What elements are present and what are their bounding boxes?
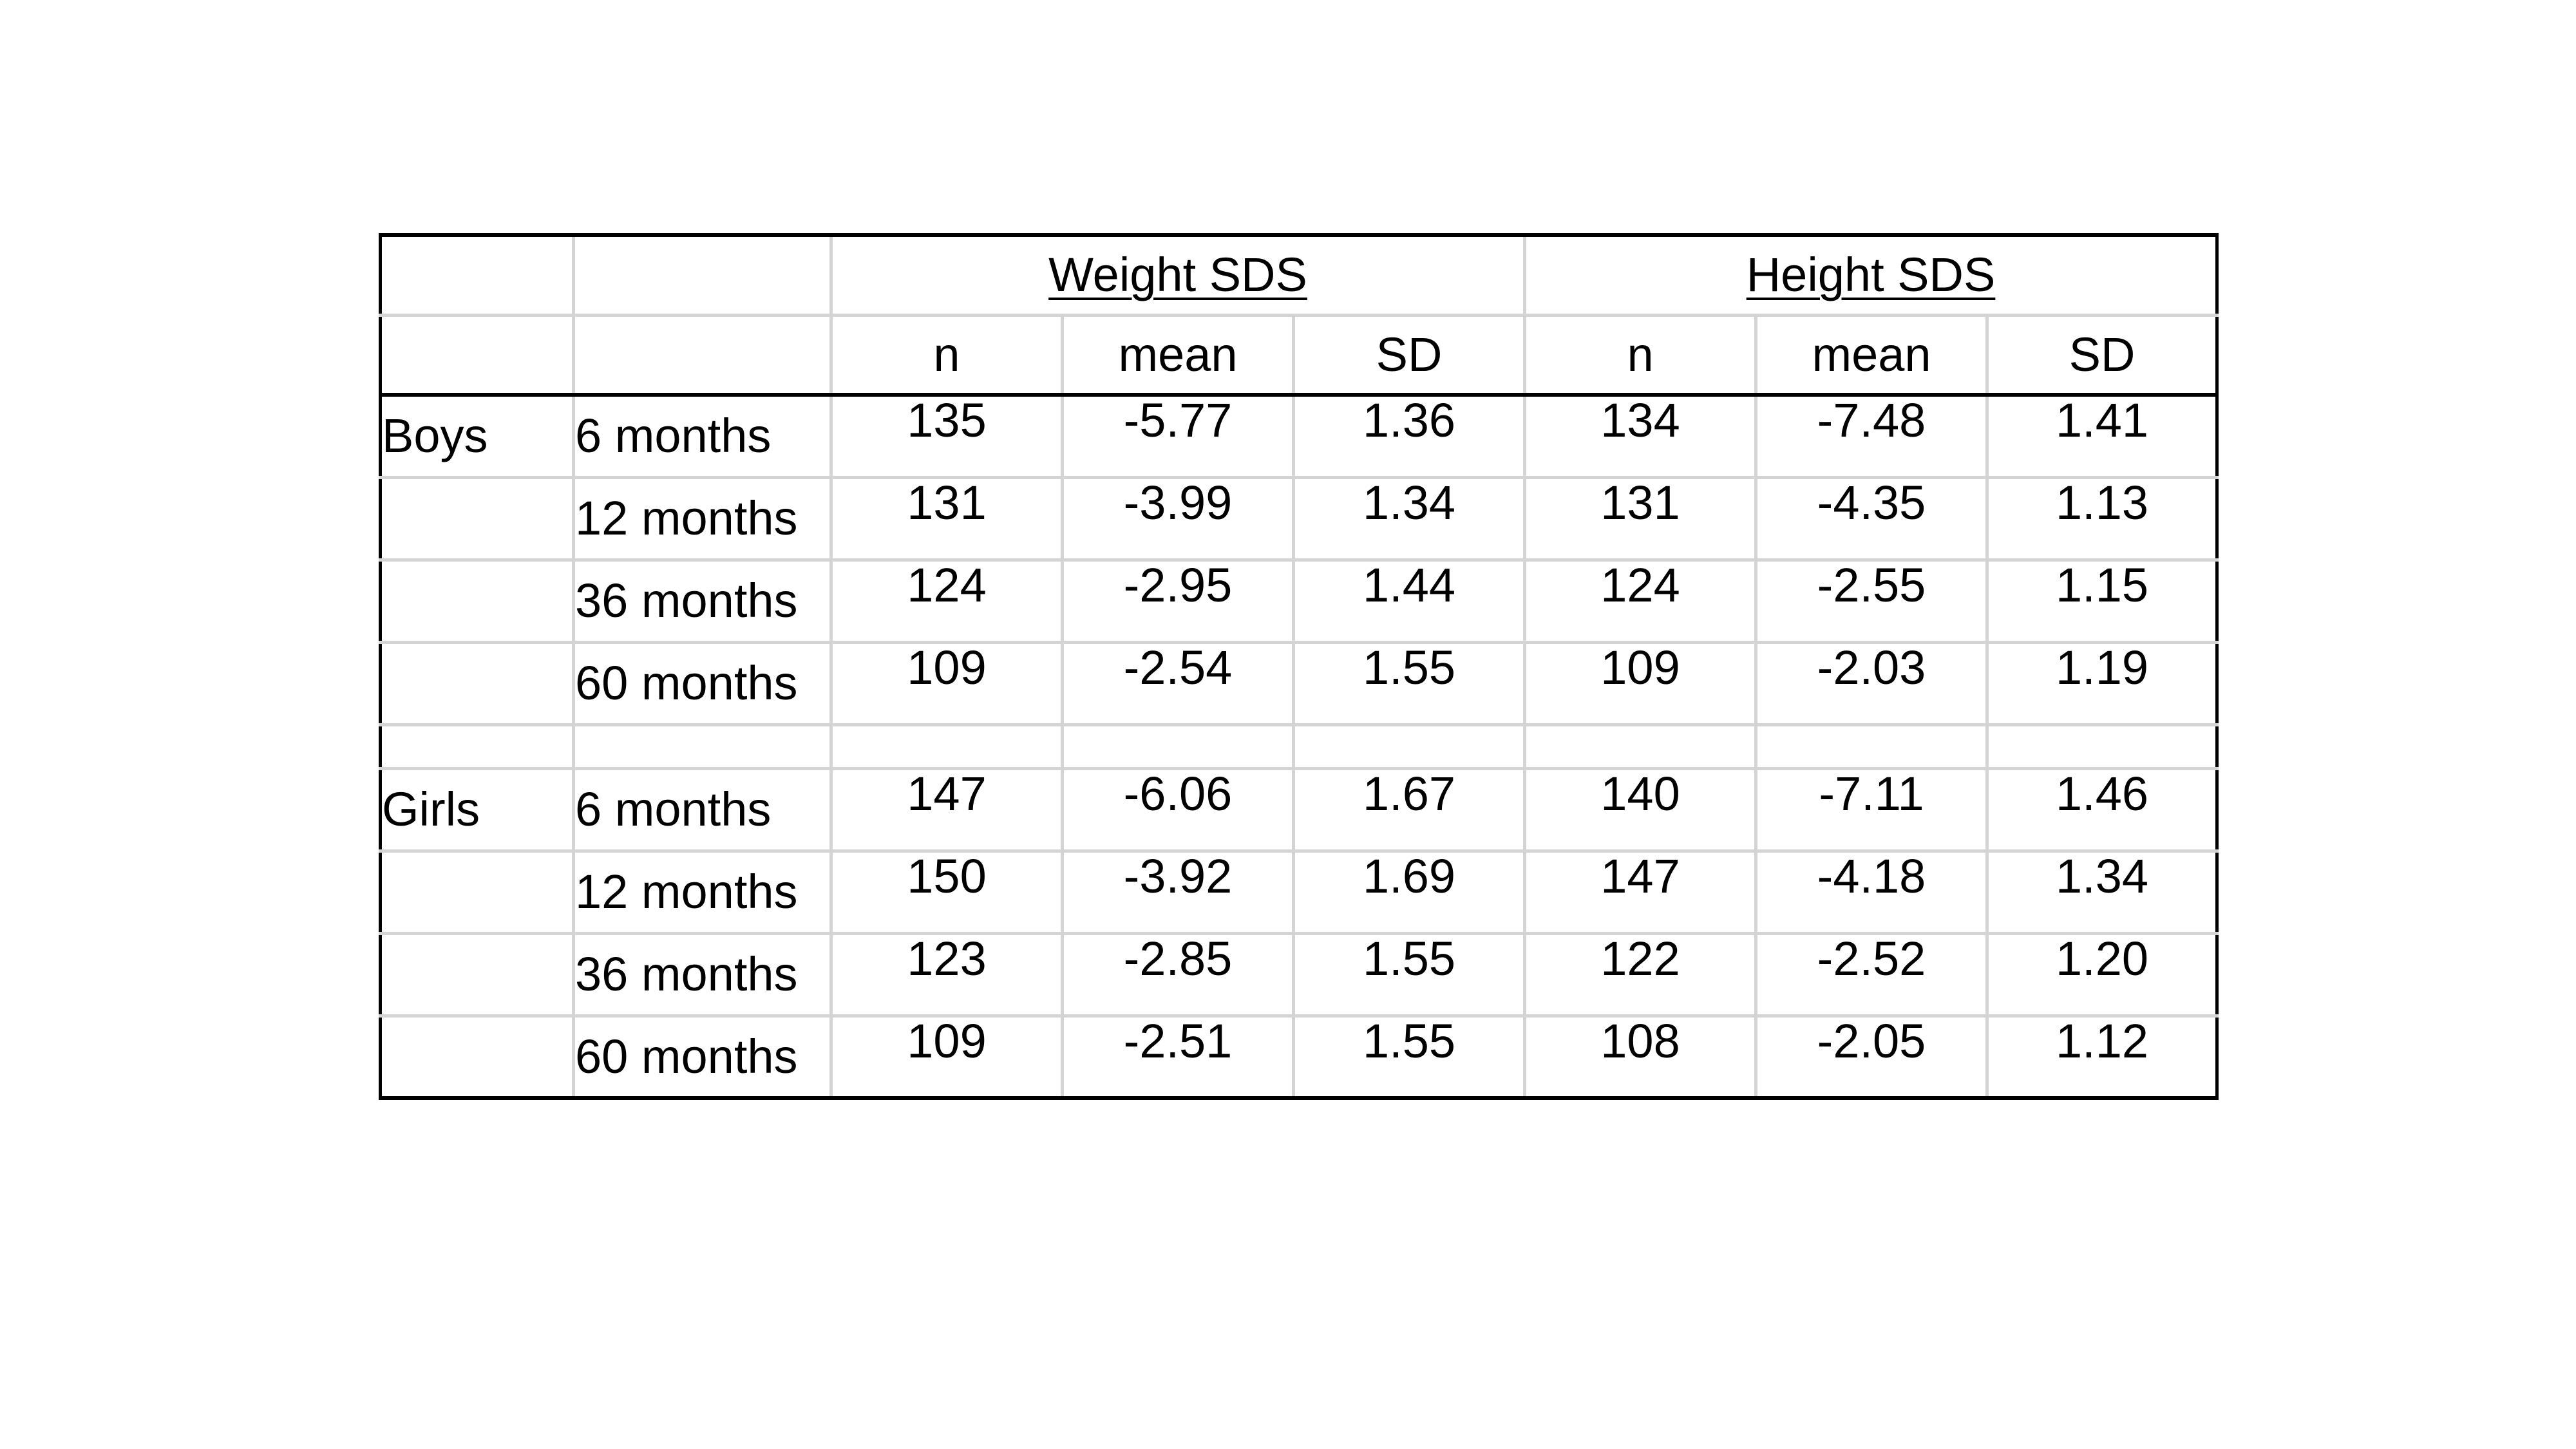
age-label: 36 months [572,931,833,1018]
height-mean-cell: -2.55 [1754,558,1989,644]
weight-n-cell: 109 [829,640,1064,726]
height-sd-cell: 1.19 [1985,640,2219,726]
height-mean-cell: -4.35 [1754,475,1989,562]
weight-n-cell: 147 [829,766,1064,853]
table-row: 60 months 109 -2.51 1.55 108 -2.05 1.12 [379,1014,2219,1100]
height-n-cell: 131 [1523,475,1758,562]
section-label-boys: Boys [379,393,575,479]
age-label: 6 months [572,766,833,853]
group-header-row: Weight SDS Height SDS [379,233,2219,317]
table-row: 12 months 150 -3.92 1.69 147 -4.18 1.34 [379,849,2219,935]
weight-sds-header: Weight SDS [829,233,1527,317]
weight-sd-cell: 1.69 [1291,849,1527,935]
height-n-cell: 134 [1523,393,1758,479]
age-label: 60 months [572,1014,833,1100]
column-header-mean: mean [1061,313,1295,397]
empty-cell [1291,723,1527,770]
height-sd-cell: 1.34 [1985,849,2219,935]
column-header-mean: mean [1754,313,1989,397]
table-row: Girls 6 months 147 -6.06 1.67 140 -7.11 … [379,766,2219,853]
empty-cell [379,475,575,562]
height-mean-cell: -2.05 [1754,1014,1989,1100]
weight-mean-cell: -2.85 [1061,931,1295,1018]
height-n-cell: 122 [1523,931,1758,1018]
weight-sd-cell: 1.34 [1291,475,1527,562]
height-n-cell: 140 [1523,766,1758,853]
weight-mean-cell: -3.99 [1061,475,1295,562]
empty-cell [1523,723,1758,770]
height-mean-cell: -7.48 [1754,393,1989,479]
empty-header-cell [572,313,833,397]
height-mean-cell: -4.18 [1754,849,1989,935]
weight-sd-cell: 1.55 [1291,931,1527,1018]
weight-mean-cell: -5.77 [1061,393,1295,479]
weight-mean-cell: -6.06 [1061,766,1295,853]
table-row: 36 months 123 -2.85 1.55 122 -2.52 1.20 [379,931,2219,1018]
weight-sd-cell: 1.55 [1291,640,1527,726]
empty-cell [379,931,575,1018]
spacer-row [379,723,2219,770]
table-row: Boys 6 months 135 -5.77 1.36 134 -7.48 1… [379,393,2219,479]
weight-mean-cell: -2.95 [1061,558,1295,644]
weight-n-cell: 109 [829,1014,1064,1100]
height-n-cell: 147 [1523,849,1758,935]
height-sd-cell: 1.12 [1985,1014,2219,1100]
weight-mean-cell: -3.92 [1061,849,1295,935]
empty-cell [379,723,575,770]
weight-sd-cell: 1.44 [1291,558,1527,644]
height-n-cell: 124 [1523,558,1758,644]
weight-mean-cell: -2.51 [1061,1014,1295,1100]
empty-cell [379,1014,575,1100]
empty-cell [1061,723,1295,770]
empty-header-cell [379,313,575,397]
empty-cell [379,558,575,644]
table-row: 60 months 109 -2.54 1.55 109 -2.03 1.19 [379,640,2219,726]
column-header-n: n [829,313,1064,397]
weight-sd-cell: 1.67 [1291,766,1527,853]
age-label: 6 months [572,393,833,479]
empty-header-cell [379,233,575,317]
column-header-sd: SD [1985,313,2219,397]
section-label-girls: Girls [379,766,575,853]
weight-n-cell: 135 [829,393,1064,479]
age-label: 12 months [572,475,833,562]
height-sd-cell: 1.46 [1985,766,2219,853]
age-label: 36 months [572,558,833,644]
height-mean-cell: -7.11 [1754,766,1989,853]
age-label: 12 months [572,849,833,935]
weight-n-cell: 131 [829,475,1064,562]
height-sds-header: Height SDS [1523,233,2219,317]
weight-n-cell: 150 [829,849,1064,935]
empty-cell [572,723,833,770]
height-mean-cell: -2.03 [1754,640,1989,726]
empty-cell [379,849,575,935]
age-label: 60 months [572,640,833,726]
weight-sd-cell: 1.36 [1291,393,1527,479]
empty-cell [829,723,1064,770]
height-sd-cell: 1.15 [1985,558,2219,644]
height-n-cell: 109 [1523,640,1758,726]
table-row: 12 months 131 -3.99 1.34 131 -4.35 1.13 [379,475,2219,562]
column-header-n: n [1523,313,1758,397]
empty-cell [1754,723,1989,770]
column-header-row: n mean SD n mean SD [379,313,2219,397]
table-row: 36 months 124 -2.95 1.44 124 -2.55 1.15 [379,558,2219,644]
height-sd-cell: 1.41 [1985,393,2219,479]
weight-sd-cell: 1.55 [1291,1014,1527,1100]
empty-header-cell [572,233,833,317]
weight-mean-cell: -2.54 [1061,640,1295,726]
column-header-sd: SD [1291,313,1527,397]
height-n-cell: 108 [1523,1014,1758,1100]
sds-table: Weight SDS Height SDS n mean SD n mean S… [379,233,2219,1100]
height-sd-cell: 1.20 [1985,931,2219,1018]
weight-n-cell: 123 [829,931,1064,1018]
empty-cell [379,640,575,726]
empty-cell [1985,723,2219,770]
height-mean-cell: -2.52 [1754,931,1989,1018]
weight-n-cell: 124 [829,558,1064,644]
height-sd-cell: 1.13 [1985,475,2219,562]
sds-table-container: Weight SDS Height SDS n mean SD n mean S… [379,233,2219,1100]
